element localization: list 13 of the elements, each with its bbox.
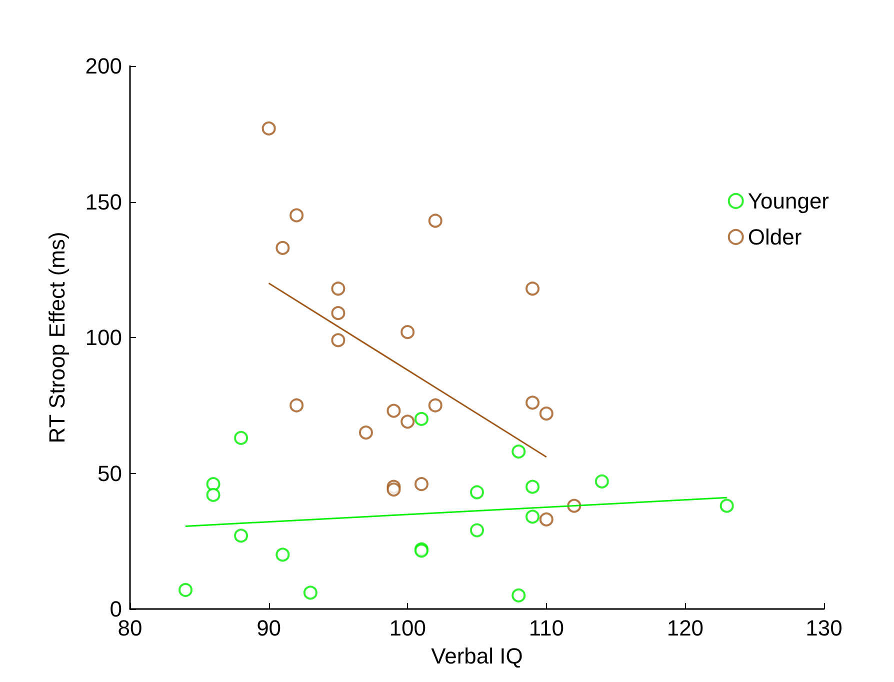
legend-label: Older (748, 224, 802, 250)
y-tick-label: 200 (85, 54, 122, 78)
x-tick-label: 120 (666, 616, 704, 640)
legend-label: Younger (748, 188, 830, 214)
x-axis-title: Verbal IQ (431, 644, 523, 668)
y-tick-label: 100 (85, 325, 122, 350)
y-tick-label: 150 (85, 189, 122, 214)
y-axis-title: RT Stroop Effect (ms) (44, 232, 70, 444)
x-tick-label: 90 (256, 616, 282, 640)
y-tick-label: 50 (98, 460, 122, 486)
x-tick-label: 130 (806, 616, 842, 640)
x-tick-label: 110 (528, 616, 564, 640)
x-tick-label: 100 (389, 616, 426, 640)
